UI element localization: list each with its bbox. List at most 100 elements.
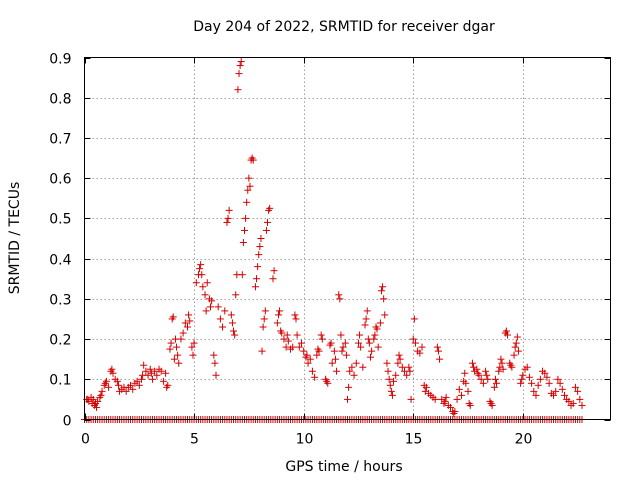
data-point (331, 355, 339, 363)
data-point (576, 395, 584, 403)
data-point (208, 297, 216, 305)
y-tick-label: 0 (63, 414, 72, 430)
data-point (484, 375, 492, 383)
data-point (192, 279, 200, 287)
data-point (518, 375, 526, 383)
data-point (357, 343, 365, 351)
data-point (135, 381, 143, 389)
x-tick-label: 20 (515, 432, 533, 448)
data-point (253, 275, 261, 283)
data-point (207, 303, 215, 311)
data-point (127, 381, 135, 389)
data-point (283, 331, 291, 339)
data-point (108, 365, 116, 373)
data-point (554, 375, 562, 383)
data-point (418, 343, 426, 351)
data-point (327, 339, 335, 347)
data-point (291, 311, 299, 319)
data-point (297, 339, 305, 347)
data-point (388, 391, 396, 399)
data-point (175, 359, 183, 367)
data-point (148, 375, 156, 383)
data-point (89, 395, 97, 403)
data-point (188, 343, 196, 351)
data-point (387, 387, 395, 395)
data-point (433, 343, 441, 351)
data-point (558, 385, 566, 393)
y-tick-label: 0.1 (49, 373, 71, 389)
data-point (488, 401, 496, 409)
data-point (273, 319, 281, 327)
data-point (464, 387, 472, 395)
data-point (114, 381, 122, 389)
data-point (377, 287, 385, 295)
data-point (330, 347, 338, 355)
data-point (242, 214, 250, 222)
data-point (442, 393, 450, 401)
data-point (214, 303, 222, 311)
data-point (403, 371, 411, 379)
data-point (552, 387, 560, 395)
data-point (113, 377, 121, 385)
data-point (167, 339, 175, 347)
y-tick-label: 0.7 (49, 132, 71, 148)
data-point (212, 371, 220, 379)
data-point (328, 359, 336, 367)
data-point (411, 339, 419, 347)
data-point (361, 321, 369, 329)
data-point (146, 365, 154, 373)
data-point (346, 367, 354, 375)
data-point (122, 387, 130, 395)
y-tick-label: 0.8 (49, 92, 71, 108)
data-point (422, 383, 430, 391)
data-point (395, 351, 403, 359)
data-point (170, 355, 178, 363)
data-point (223, 218, 231, 226)
data-point (434, 347, 442, 355)
data-point (545, 379, 553, 387)
data-point (293, 331, 301, 339)
data-point (324, 379, 332, 387)
data-point (405, 363, 413, 371)
data-point (362, 315, 370, 323)
data-point (338, 347, 346, 355)
data-point (367, 353, 375, 361)
data-point (234, 86, 242, 94)
data-point (416, 349, 424, 357)
data-point (284, 337, 292, 345)
data-point (532, 391, 540, 399)
data-point (237, 58, 245, 66)
data-point (451, 407, 459, 415)
data-point (513, 333, 521, 341)
data-point (274, 311, 282, 319)
data-point (348, 363, 356, 371)
data-point (390, 377, 398, 385)
data-point (339, 343, 347, 351)
data-point (385, 375, 393, 383)
data-point (240, 226, 248, 234)
data-point (221, 307, 229, 315)
data-point (202, 307, 210, 315)
data-point (490, 383, 498, 391)
data-point (571, 383, 579, 391)
data-point (495, 367, 503, 375)
y-axis-label: SRMTID / TECUs (7, 182, 23, 295)
data-point (246, 182, 254, 190)
data-point (407, 395, 415, 403)
data-point (308, 367, 316, 375)
y-tick-label: 0.2 (49, 333, 71, 349)
data-point (232, 291, 240, 299)
data-point (269, 275, 277, 283)
data-point (254, 263, 262, 271)
data-point (244, 186, 252, 194)
data-point (313, 351, 321, 359)
data-point (185, 311, 193, 319)
data-point (461, 369, 469, 377)
data-point (345, 383, 353, 391)
data-point (162, 369, 170, 377)
data-point (352, 359, 360, 367)
data-point (512, 339, 520, 347)
data-point (336, 295, 344, 303)
data-point (457, 391, 465, 399)
